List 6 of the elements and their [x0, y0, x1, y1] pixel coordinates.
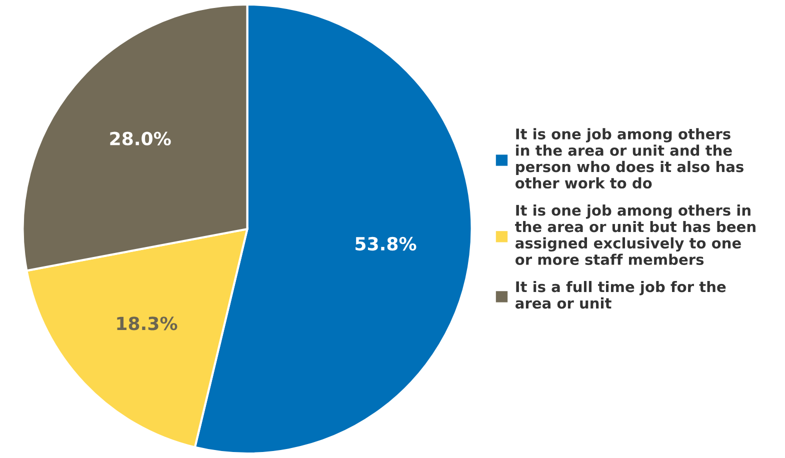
data-label: 53.8% [356, 236, 416, 251]
data-label: 18.3% [117, 316, 178, 330]
legend-label: It is a full time job for the area or unit [515, 280, 726, 309]
legend-label: It is one job among others in the area or unit and the person who does it also has other work to do [515, 128, 744, 189]
legend-label: It is one job among others in the area or unit but has been assigned exclusively to one or more staff members [515, 204, 756, 266]
data-label: 28.0% [110, 132, 171, 146]
